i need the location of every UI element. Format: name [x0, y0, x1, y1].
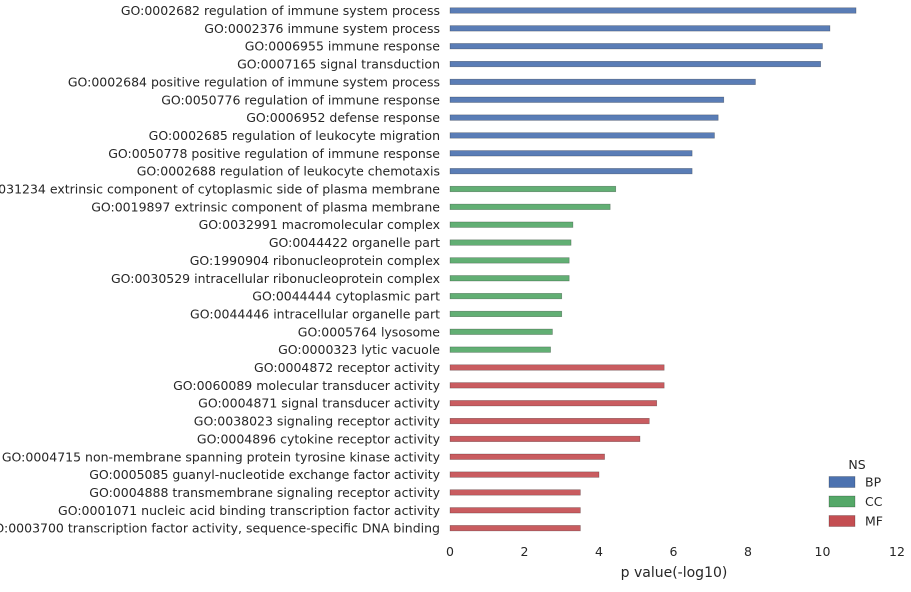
- bar-cc: [449, 328, 553, 335]
- category-label: GO:0060089 molecular transducer activity: [173, 378, 441, 393]
- category-label: GO:0002376 immune system process: [204, 21, 440, 36]
- bar-cc: [449, 293, 563, 300]
- legend: NS BP CC MF: [828, 457, 883, 529]
- category-label: GO:0003700 transcription factor activity…: [0, 521, 440, 536]
- category-label: GO:0002682 regulation of immune system p…: [121, 3, 440, 18]
- category-label: GO:0006952 defense response: [246, 110, 440, 125]
- bar-bp: [449, 43, 823, 50]
- category-label: GO:0030529 intracellular ribonucleoprote…: [111, 271, 440, 286]
- bar-bp: [449, 7, 857, 14]
- bar-cc: [449, 346, 551, 353]
- bar-bp: [449, 132, 715, 139]
- legend-title: NS: [848, 457, 865, 472]
- category-labels: GO:0002682 regulation of immune system p…: [0, 3, 441, 536]
- bar-bp: [449, 60, 821, 68]
- bar-cc: [449, 275, 570, 282]
- x-tick-label: 6: [670, 544, 678, 559]
- legend-label-cc: CC: [865, 494, 883, 509]
- category-label: GO:0004896 cytokine receptor activity: [197, 431, 441, 446]
- x-axis-ticks: 0 2 4 6 8 10 12: [446, 544, 905, 559]
- category-label: GO:0004888 transmembrane signaling recep…: [89, 485, 440, 500]
- bar-cc: [449, 203, 611, 210]
- bar-mf: [449, 471, 600, 478]
- legend-swatch-bp: [828, 476, 856, 488]
- category-label: GO:0006955 immune response: [245, 39, 441, 54]
- bar-bp: [449, 150, 693, 157]
- x-tick-label: 12: [889, 544, 905, 559]
- bar-bp: [449, 96, 725, 103]
- bar-mf: [449, 453, 605, 460]
- bar-cc: [449, 221, 574, 228]
- x-tick-label: 10: [815, 544, 831, 559]
- bar-bp: [449, 78, 756, 85]
- bar-bp: [449, 25, 831, 32]
- bar-cc: [449, 257, 570, 264]
- category-label: GO:0004715 non-membrane spanning protein…: [2, 449, 441, 464]
- legend-swatch-mf: [828, 515, 856, 527]
- category-label: GO:0000323 lytic vacuole: [278, 342, 440, 357]
- category-label: GO:0005764 lysosome: [298, 324, 441, 339]
- legend-label-bp: BP: [865, 475, 882, 490]
- category-label: GO:0005085 guanyl-nucleotide exchange fa…: [89, 467, 440, 482]
- category-label: GO:0032991 macromolecular complex: [199, 217, 440, 232]
- x-axis-title: p value(-log10): [621, 565, 728, 581]
- category-label: GO:0044446 intracellular organelle part: [190, 306, 440, 321]
- legend-label-mf: MF: [865, 514, 883, 529]
- bar-cc: [449, 239, 572, 246]
- category-label: GO:0002684 positive regulation of immune…: [68, 74, 440, 89]
- bar-mf: [449, 382, 665, 389]
- bar-cc: [449, 310, 563, 318]
- bar-bp: [449, 114, 719, 121]
- bar-mf: [449, 507, 581, 514]
- x-tick-label: 0: [446, 544, 454, 559]
- bar-mf: [449, 364, 665, 371]
- category-label: GO:0001071 nucleic acid binding transcri…: [58, 503, 441, 518]
- bar-bp: [449, 168, 693, 175]
- x-tick-label: 2: [521, 544, 529, 559]
- bar-mf: [449, 489, 581, 496]
- bars-layer: [449, 7, 857, 532]
- category-label: GO:0002688 regulation of leukocyte chemo…: [137, 164, 440, 179]
- bar-mf: [449, 400, 658, 407]
- category-label: GO:0044422 organelle part: [269, 235, 440, 250]
- bar-mf: [449, 435, 641, 442]
- legend-swatch-cc: [828, 495, 856, 508]
- category-label: GO:0050778 positive regulation of immune…: [108, 146, 440, 161]
- category-label: GO:0050776 regulation of immune response: [161, 92, 440, 107]
- category-label: GO:0004871 signal transducer activity: [198, 396, 440, 411]
- x-tick-label: 4: [595, 544, 603, 559]
- bar-mf: [449, 417, 650, 425]
- category-label: GO:0038023 signaling receptor activity: [194, 414, 441, 429]
- category-label: GO:0004872 receptor activity: [254, 360, 441, 375]
- category-label: GO:0044444 cytoplasmic part: [252, 289, 440, 304]
- bar-mf: [449, 525, 581, 532]
- bar-cc: [449, 185, 617, 193]
- category-label: GO:0007165 signal transduction: [237, 57, 440, 72]
- x-tick-label: 8: [744, 544, 752, 559]
- category-label: GO:0002685 regulation of leukocyte migra…: [149, 128, 440, 143]
- category-label: GO:0031234 extrinsic component of cytopl…: [0, 182, 440, 197]
- category-label: GO:1990904 ribonucleoprotein complex: [190, 253, 440, 268]
- category-label: GO:0019897 extrinsic component of plasma…: [91, 199, 440, 214]
